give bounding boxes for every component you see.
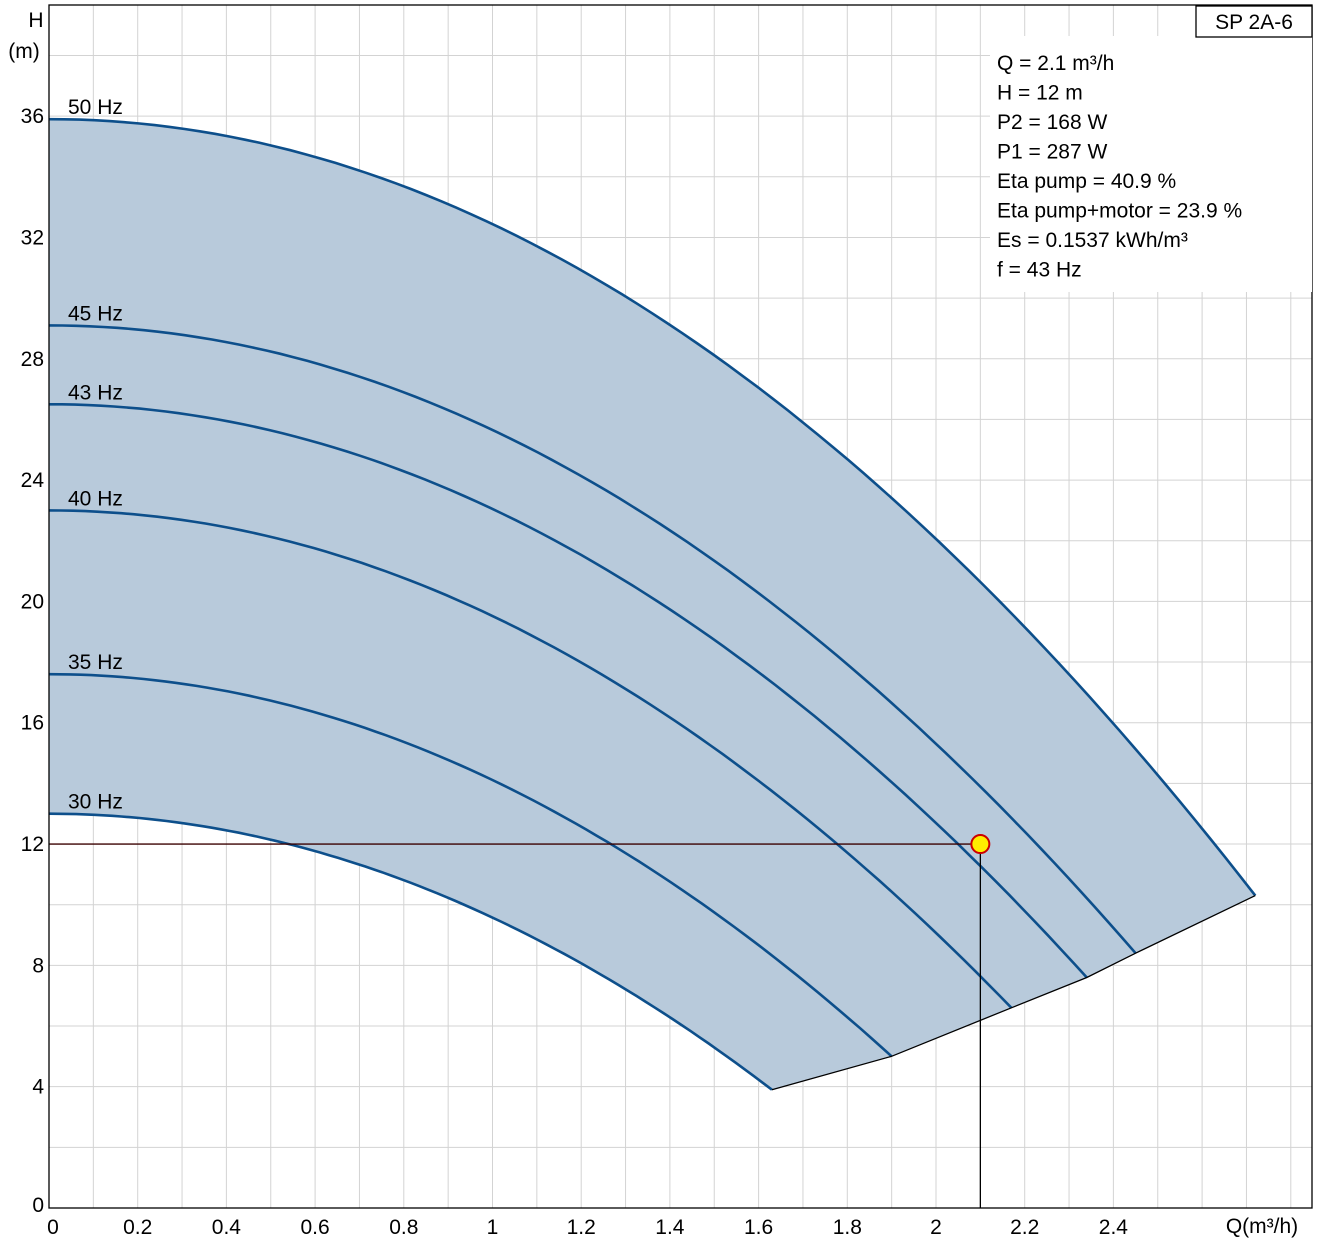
y-tick-label: 20 xyxy=(21,590,44,613)
model-label: SP 2A-6 xyxy=(1215,11,1293,34)
x-axis-ticks: 0 0.2 0.4 0.6 0.8 1 1.2 1.4 1.6 1.8 2 2.2 2.4 xyxy=(47,1216,1128,1239)
curve-label: 30 Hz xyxy=(68,791,123,814)
info-box xyxy=(990,36,1312,292)
duty-point-info: Q = 2.1 m³/h H = 12 m P2 = 168 W P1 = 287 W… xyxy=(997,52,1242,282)
x-axis-title: Q(m³/h) xyxy=(1226,1215,1298,1238)
x-tick-label: 0.2 xyxy=(123,1216,152,1239)
x-tick-label: 2.2 xyxy=(1010,1216,1039,1239)
y-tick-label: 8 xyxy=(32,954,44,977)
y-tick-label: 36 xyxy=(21,105,44,128)
model-label-box xyxy=(1195,5,1313,38)
curve-label: 43 Hz xyxy=(68,381,123,404)
lower-limit-line xyxy=(771,895,1256,1091)
curve-label: 45 Hz xyxy=(68,302,123,325)
y-tick-label: 0 xyxy=(32,1194,44,1217)
y-tick-label: 12 xyxy=(21,833,44,856)
curve-label: 35 Hz xyxy=(68,651,123,674)
curve-label: 40 Hz xyxy=(68,487,123,510)
curve-label: 50 Hz xyxy=(68,96,123,119)
plot-frame xyxy=(48,4,1313,1209)
x-tick-label: 1.8 xyxy=(833,1216,862,1239)
speed-curve-30hz xyxy=(48,812,773,1091)
info-line: Eta pump = 40.9 % xyxy=(997,170,1176,193)
x-tick-label: 1 xyxy=(487,1216,499,1239)
x-tick-label: 0.6 xyxy=(300,1216,329,1239)
speed-curve-50hz xyxy=(48,117,1257,897)
y-tick-label: 32 xyxy=(21,226,44,249)
x-tick-label: 0.8 xyxy=(389,1216,418,1239)
y-tick-label: 24 xyxy=(21,469,45,492)
x-tick-label: 1.6 xyxy=(744,1216,773,1239)
x-tick-label: 2.4 xyxy=(1099,1216,1129,1239)
info-line: P1 = 287 W xyxy=(997,141,1107,164)
curve-labels: 50 Hz 45 Hz 43 Hz 40 Hz 35 Hz 30 Hz xyxy=(68,96,123,814)
operating-range-area xyxy=(49,119,1256,1090)
info-line: P2 = 168 W xyxy=(997,111,1107,134)
info-line: Q = 2.1 m³/h xyxy=(997,52,1114,75)
speed-curves xyxy=(48,117,1257,1091)
speed-curve-43hz xyxy=(49,403,1088,979)
x-tick-label: 1.4 xyxy=(655,1216,685,1239)
info-line: f = 43 Hz xyxy=(997,259,1082,282)
info-line: Es = 0.1537 kWh/m³ xyxy=(997,229,1188,252)
y-axis-title: H xyxy=(28,9,43,32)
y-tick-label: 28 xyxy=(21,348,44,371)
x-tick-label: 0 xyxy=(47,1216,59,1239)
x-tick-label: 1.2 xyxy=(567,1216,596,1239)
y-tick-label: 16 xyxy=(21,712,44,735)
duty-point-marker xyxy=(970,834,991,855)
info-line: Eta pump+motor = 23.9 % xyxy=(997,200,1242,223)
speed-curve-45hz xyxy=(48,324,1137,955)
y-axis-ticks: 0 4 8 12 16 20 24 28 32 36 xyxy=(21,105,45,1217)
y-tick-label: 4 xyxy=(32,1076,44,1099)
y-axis-unit: (m) xyxy=(8,40,39,63)
x-tick-label: 0.4 xyxy=(212,1216,242,1239)
x-tick-label: 2 xyxy=(930,1216,942,1239)
speed-curve-35hz xyxy=(48,672,893,1058)
info-line: H = 12 m xyxy=(997,82,1083,105)
speed-curve-40hz xyxy=(48,509,1013,1009)
